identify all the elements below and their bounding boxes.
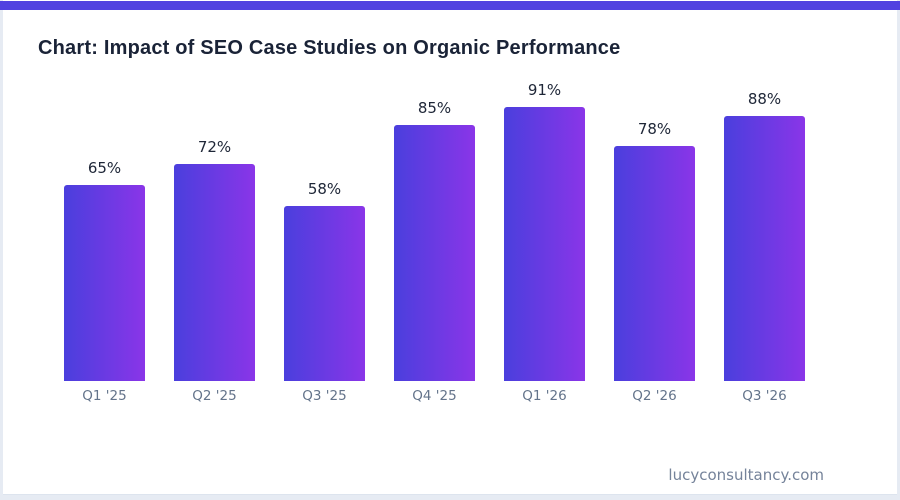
bar-value-label: 58% bbox=[307, 180, 342, 198]
bar bbox=[64, 185, 145, 381]
x-axis-tick-label: Q3 '25 bbox=[302, 388, 347, 404]
x-axis-tick-label: Q1 '26 bbox=[522, 388, 567, 404]
bar-group: 88% bbox=[724, 90, 805, 381]
x-axis-tick-label: Q2 '26 bbox=[632, 388, 677, 404]
bar bbox=[614, 146, 695, 381]
bar-value-label: 85% bbox=[417, 99, 452, 117]
x-axis-tick-label: Q4 '25 bbox=[412, 388, 457, 404]
x-axis-tick-label: Q1 '25 bbox=[82, 388, 127, 404]
bar-value-label: 91% bbox=[527, 81, 562, 99]
bar-value-label: 78% bbox=[637, 120, 672, 138]
bar-value-label: 72% bbox=[197, 138, 232, 156]
chart-title: Chart: Impact of SEO Case Studies on Org… bbox=[38, 37, 621, 60]
bar-group: 85% bbox=[394, 99, 475, 381]
bar bbox=[724, 116, 805, 381]
bars-row: 65% 72% 58% 85% 91% 78% 88% bbox=[64, 80, 805, 381]
bar bbox=[174, 164, 255, 381]
bar bbox=[284, 206, 365, 381]
x-axis-tick-label: Q2 '25 bbox=[192, 388, 237, 404]
bar bbox=[504, 107, 585, 381]
bar-value-label: 88% bbox=[747, 90, 782, 108]
top-accent-bar bbox=[0, 1, 900, 10]
bar-group: 78% bbox=[614, 120, 695, 381]
x-axis-tick-label: Q3 '26 bbox=[742, 388, 787, 404]
chart-card: Chart: Impact of SEO Case Studies on Org… bbox=[3, 0, 897, 495]
bar-value-label: 65% bbox=[87, 159, 122, 177]
bar bbox=[394, 125, 475, 381]
x-axis-labels: Q1 '25 Q2 '25 Q3 '25 Q4 '25 Q1 '26 Q2 '26 Q3 '… bbox=[64, 388, 805, 404]
bar-group: 65% bbox=[64, 159, 145, 381]
bar-group: 58% bbox=[284, 180, 365, 381]
bar-group: 91% bbox=[504, 81, 585, 381]
bar-group: 72% bbox=[174, 138, 255, 381]
footer-site-text: lucyconsultancy.com bbox=[668, 466, 824, 484]
